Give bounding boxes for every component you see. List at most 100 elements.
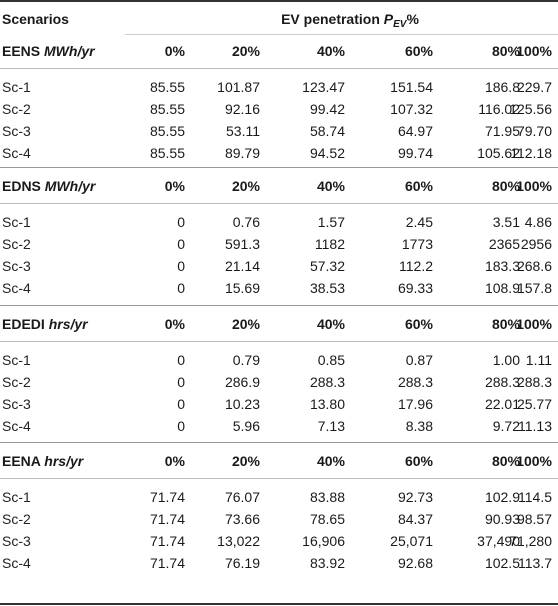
section-separator xyxy=(0,167,558,168)
table-row: Sc-4 85.55 89.79 94.52 99.74 105.62 112.18 xyxy=(0,142,558,164)
table-cell: 94.52 xyxy=(309,145,345,161)
table-cell: 288.3 xyxy=(397,374,433,390)
table-cell: 21.14 xyxy=(224,258,260,274)
column-header: 20% xyxy=(231,453,260,469)
section-unit: hrs/yr xyxy=(44,453,84,469)
column-header: 80% xyxy=(491,316,520,332)
section-header-row: EENA hrs/yr 0% 20% 40% 60% 80% 100% xyxy=(0,450,558,472)
table-row: Sc-3 71.74 13,022 16,906 25,071 37,490 71,280 xyxy=(0,530,558,552)
header-row: Scenarios EV penetration PEV% xyxy=(0,8,558,30)
table-cell: 151.54 xyxy=(390,79,433,95)
section-separator xyxy=(0,442,558,443)
table-cell: 85.55 xyxy=(149,101,185,117)
table-cell: 99.74 xyxy=(397,145,433,161)
column-header: 80% xyxy=(491,178,520,194)
table-row: Sc-4 0 5.96 7.13 8.38 9.72 11.13 xyxy=(0,415,558,437)
table-cell: 2956 xyxy=(520,236,552,252)
table-cell: 84.37 xyxy=(397,511,433,527)
column-header: 60% xyxy=(404,178,433,194)
table-cell: 1.11 xyxy=(525,352,552,368)
row-label: Sc-3 xyxy=(2,533,31,549)
table-cell: 1182 xyxy=(314,236,345,252)
table-cell: 10.23 xyxy=(224,396,260,412)
table-cell: 0.85 xyxy=(317,352,345,368)
column-header: 0% xyxy=(164,453,185,469)
row-label: Sc-4 xyxy=(2,280,31,296)
column-header: 100% xyxy=(516,453,552,469)
table-row: Sc-3 0 10.23 13.80 17.96 22.01 25.77 xyxy=(0,393,558,415)
table-cell: 64.97 xyxy=(397,123,433,139)
section-header-row: EDNS MWh/yr 0% 20% 40% 60% 80% 100% xyxy=(0,175,558,197)
table-cell: 85.55 xyxy=(149,123,185,139)
table-cell: 76.19 xyxy=(224,555,260,571)
column-header: 80% xyxy=(491,453,520,469)
table-cell: 78.65 xyxy=(309,511,345,527)
table-cell: 58.74 xyxy=(309,123,345,139)
column-header: 60% xyxy=(404,43,433,59)
table-cell: 89.79 xyxy=(224,145,260,161)
row-label: Sc-4 xyxy=(2,145,31,161)
table-cell: 25,071 xyxy=(390,533,433,549)
table-cell: 4.86 xyxy=(524,214,552,230)
table-cell: 107.32 xyxy=(390,101,433,117)
table-cell: 85.55 xyxy=(149,145,185,161)
table-cell: 99.42 xyxy=(309,101,345,117)
table-cell: 286.9 xyxy=(224,374,260,390)
table-cell: 0 xyxy=(177,214,185,230)
section-separator xyxy=(0,305,558,306)
column-header: 0% xyxy=(164,316,185,332)
section-metric: EDEDI xyxy=(2,316,45,332)
table-cell: 1.00 xyxy=(492,352,520,368)
column-header: 40% xyxy=(316,316,345,332)
section-metric: EENS xyxy=(2,43,41,59)
table-cell: 53.11 xyxy=(226,123,260,139)
table-cell: 0.76 xyxy=(232,214,260,230)
table-cell: 85.55 xyxy=(149,79,185,95)
table-cell: 268.6 xyxy=(516,258,552,274)
section-unit: MWh/yr xyxy=(44,43,95,59)
section-title: EDNS MWh/yr xyxy=(2,175,95,197)
table-cell: 37,490 xyxy=(477,533,520,549)
table-cell: 123.47 xyxy=(302,79,345,95)
scenarios-header: Scenarios xyxy=(2,11,69,27)
table-row: Sc-4 0 15.69 38.53 69.33 108.9 157.8 xyxy=(0,277,558,299)
ev-penetration-symbol: P xyxy=(383,11,394,27)
table-cell: 0 xyxy=(177,396,185,412)
table-row: Sc-2 85.55 92.16 99.42 107.32 116.02 125.56 xyxy=(0,98,558,120)
table-cell: 25.77 xyxy=(516,396,552,412)
table-cell: 71.74 xyxy=(149,489,185,505)
table-cell: 2.45 xyxy=(405,214,433,230)
row-label: Sc-2 xyxy=(2,374,31,390)
table-cell: 73.66 xyxy=(224,511,260,527)
table-cell: 288.3 xyxy=(484,374,520,390)
table-bottom-rule xyxy=(0,603,558,605)
table-cell: 591.3 xyxy=(224,236,260,252)
table-cell: 0 xyxy=(177,374,185,390)
row-label: Sc-4 xyxy=(2,555,31,571)
table-cell: 7.13 xyxy=(317,418,345,434)
table-cell: 125.56 xyxy=(509,101,552,117)
row-label: Sc-1 xyxy=(2,489,31,505)
table-cell: 71.74 xyxy=(149,555,185,571)
table-cell: 0 xyxy=(177,280,185,296)
table-row: Sc-1 85.55 101.87 123.47 151.54 186.8 229.7 xyxy=(0,76,558,98)
table-cell: 116.02 xyxy=(478,101,520,117)
ev-penetration-header-suffix: % xyxy=(406,11,419,27)
table-cell: 57.32 xyxy=(309,258,345,274)
section-header-row: EDEDI hrs/yr 0% 20% 40% 60% 80% 100% xyxy=(0,313,558,335)
row-label: Sc-3 xyxy=(2,258,31,274)
section-divider xyxy=(0,203,558,204)
ev-penetration-header: EV penetration PEV% xyxy=(180,8,520,36)
table-cell: 102.9 xyxy=(484,489,520,505)
table-cell: 0.87 xyxy=(405,352,433,368)
column-header: 0% xyxy=(164,43,185,59)
table-cell: 98.57 xyxy=(516,511,552,527)
table-cell: 38.53 xyxy=(309,280,345,296)
section-title: EENA hrs/yr xyxy=(2,450,83,472)
section-unit: hrs/yr xyxy=(48,316,88,332)
table-cell: 102.5 xyxy=(484,555,520,571)
table-cell: 157.8 xyxy=(516,280,552,296)
table-cell: 71.74 xyxy=(149,533,185,549)
header-underline xyxy=(125,34,558,35)
column-header: 80% xyxy=(491,43,520,59)
